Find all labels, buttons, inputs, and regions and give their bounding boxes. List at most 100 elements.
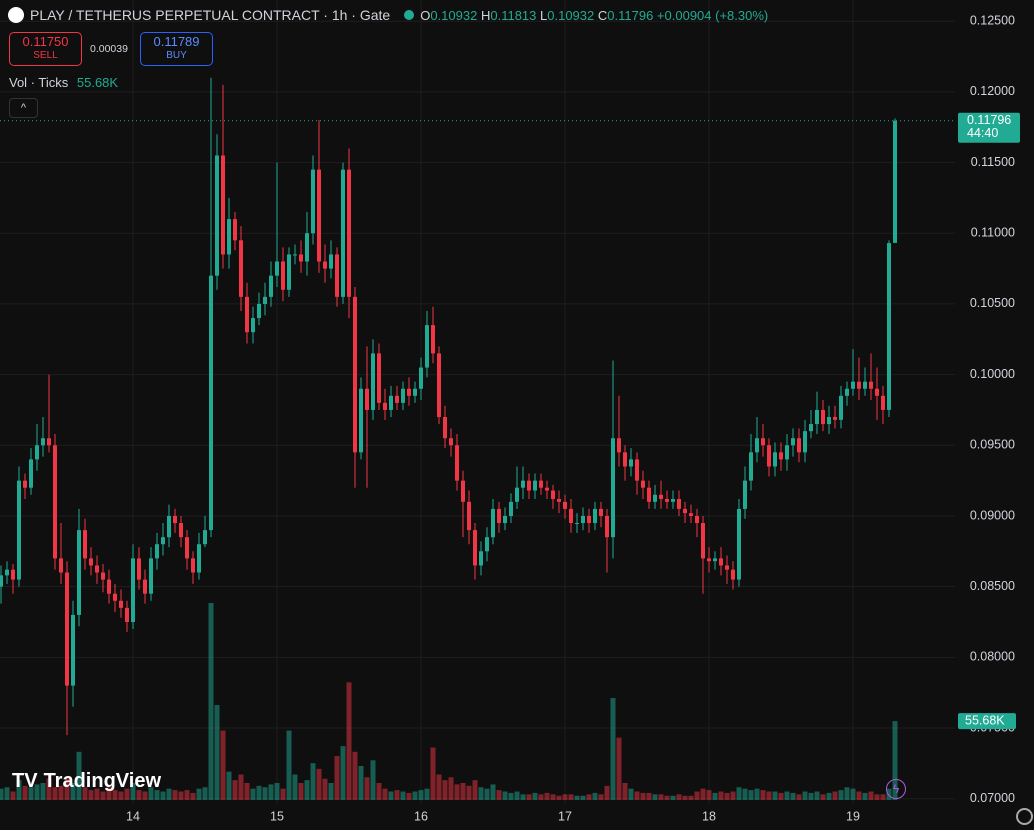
volume-bar: [250, 788, 256, 800]
volume-bar: [760, 790, 766, 800]
volume-bar: [478, 787, 484, 800]
candle-body: [257, 303, 261, 319]
brand-logo: TV TradingView: [12, 770, 161, 793]
candle-body: [59, 558, 63, 573]
sell-button[interactable]: 0.11750 SELL: [9, 32, 82, 66]
candle-body: [5, 569, 9, 576]
settings-button[interactable]: [1016, 808, 1033, 825]
volume-bar: [70, 782, 76, 800]
volume-bar: [394, 790, 400, 800]
candle-body: [299, 254, 303, 262]
candle-body: [89, 558, 93, 566]
candle-body: [269, 275, 273, 297]
candle-body: [785, 445, 789, 460]
candle-body: [839, 395, 843, 420]
volume-bar: [514, 791, 520, 800]
candle-body: [791, 438, 795, 446]
volume-bar: [436, 774, 442, 800]
candle-body: [755, 438, 759, 453]
volume-bar: [826, 792, 832, 800]
candle-body: [245, 296, 249, 333]
volume-bar: [10, 791, 16, 800]
candle-body: [563, 501, 567, 509]
candle-body: [293, 254, 297, 256]
y-tick-label: 0.09000: [970, 508, 1015, 522]
volume-name: Vol · Ticks: [9, 75, 69, 90]
candle-body: [707, 558, 711, 562]
candle-body: [533, 480, 537, 491]
candle-body: [617, 438, 621, 453]
volume-bar: [520, 794, 526, 800]
y-tick-label: 0.10500: [970, 296, 1015, 310]
l-label: L: [540, 7, 548, 23]
volume-bar: [496, 790, 502, 800]
volume-bar: [526, 794, 532, 800]
y-tick-label: 0.09500: [970, 438, 1015, 452]
candle-body: [581, 515, 585, 524]
candle-body: [0, 575, 3, 587]
candle-body: [695, 515, 699, 524]
candle-body: [857, 381, 861, 389]
volume-bar: [136, 790, 142, 800]
x-tick-label: 14: [126, 809, 140, 823]
volume-bar: [160, 791, 166, 800]
volume-bar: [340, 746, 346, 800]
volume-bar: [562, 794, 568, 800]
volume-bar: [172, 790, 178, 800]
volume-bar: [682, 795, 688, 800]
volume-bar: [292, 774, 298, 800]
candle-body: [209, 275, 213, 531]
candle-body: [527, 480, 531, 491]
candle-body: [377, 353, 381, 403]
volume-bar: [148, 787, 154, 800]
collapse-button[interactable]: ^: [9, 98, 38, 118]
volume-bar: [94, 788, 100, 800]
candle-body: [821, 409, 825, 425]
volume-bar: [22, 785, 28, 800]
volume-bar: [466, 785, 472, 800]
volume-bar: [508, 792, 514, 800]
candle-body: [77, 530, 81, 615]
volume-bar: [226, 771, 232, 800]
volume-bar: [628, 788, 634, 800]
volume-bar: [544, 792, 550, 800]
candle-body: [125, 607, 129, 622]
candle-body: [407, 388, 411, 396]
candle-body: [671, 499, 675, 502]
candle-body: [473, 530, 477, 566]
buy-button[interactable]: 0.11789 BUY: [140, 32, 213, 66]
volume-bar: [736, 787, 742, 800]
volume-bar: [316, 768, 322, 800]
candle-body: [419, 367, 423, 389]
candle-body: [53, 445, 57, 559]
volume-bar: [592, 792, 598, 800]
candle-body: [215, 155, 219, 276]
volume-bar: [238, 774, 244, 800]
volume-bar: [310, 763, 316, 800]
volume-bar: [718, 791, 724, 800]
volume-bar: [694, 791, 700, 800]
volume-bar: [52, 787, 58, 800]
candle-body: [863, 381, 867, 389]
candle-body: [815, 409, 819, 425]
candle-body: [749, 452, 753, 481]
y-tick-label: 0.08500: [970, 579, 1015, 593]
candle-body: [11, 569, 15, 580]
lightning-button[interactable]: ϟ: [886, 779, 906, 799]
volume-bar: [640, 792, 646, 800]
volume-bar: [280, 788, 286, 800]
volume-bar: [724, 792, 730, 800]
candle-body: [353, 296, 357, 453]
volume-bar: [604, 785, 610, 800]
candle-body: [827, 417, 831, 425]
candle-body: [173, 515, 177, 524]
candle-body: [227, 219, 231, 255]
volume-bar: [580, 795, 586, 800]
candle-body: [509, 501, 513, 516]
candle-body: [413, 388, 417, 396]
volume-bar: [190, 792, 196, 800]
candle-body: [191, 558, 195, 573]
candle-body: [689, 513, 693, 516]
x-tick-label: 19: [846, 809, 860, 823]
volume-bar: [730, 791, 736, 800]
